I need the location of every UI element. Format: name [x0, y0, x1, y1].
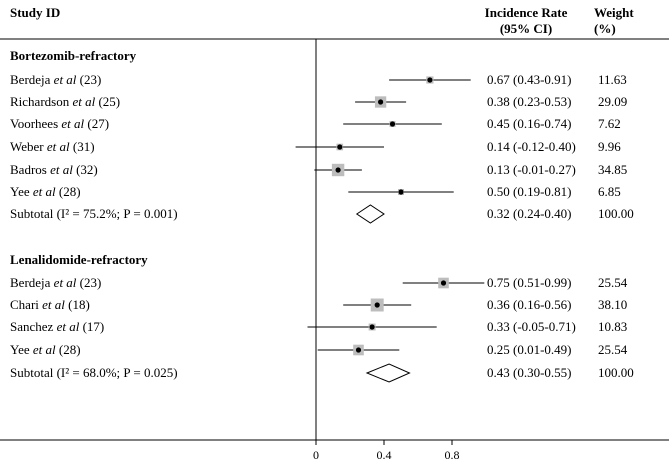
study-label: Voorhees et al (27) [10, 116, 109, 132]
point-estimate [369, 324, 375, 330]
study-ref: (27) [87, 116, 110, 131]
study-etal: et al [46, 139, 70, 154]
subtotal-ci-text: 0.32 (0.24-0.40) [487, 206, 572, 221]
study-weight: 6.85 [598, 184, 621, 199]
study-label: Weber et al (31) [10, 139, 95, 155]
subtotal-diamond [365, 363, 411, 383]
study-label: Berdeja et al (23) [10, 275, 101, 291]
study-etal: et al [56, 319, 80, 334]
study-weight: 7.62 [598, 116, 621, 131]
study-ref: (18) [68, 297, 90, 312]
study-author: Weber [10, 139, 44, 154]
study-etal: et al [42, 297, 65, 312]
study-ref: (25) [98, 94, 121, 109]
study-ci-text: 0.67 (0.43-0.91) [487, 72, 572, 87]
study-author: Richardson [10, 94, 70, 109]
point-estimate [374, 302, 380, 308]
study-author: Chari [10, 297, 39, 312]
study-ref: (23) [79, 72, 102, 87]
study-ref: (28) [58, 184, 81, 199]
study-ci-text: 0.25 (0.01-0.49) [487, 342, 572, 357]
study-etal: et al [32, 184, 56, 199]
study-ci-text: 0.36 (0.16-0.56) [487, 297, 572, 312]
x-tick-label: 0.4 [377, 448, 392, 462]
study-ci-text: 0.45 (0.16-0.74) [487, 116, 572, 131]
study-ci-text: 0.33 (-0.05-0.71) [487, 319, 576, 334]
study-etal: et al [72, 94, 96, 109]
ci-header: (95% CI) [499, 21, 553, 36]
study-ref: (23) [79, 275, 102, 290]
study-weight: 38.10 [598, 297, 628, 312]
weight-header: Weight [594, 5, 634, 20]
study-weight: 9.96 [598, 139, 621, 154]
x-tick-label: 0.8 [445, 448, 460, 462]
study-author: Voorhees [10, 116, 59, 131]
study-author: Yee [10, 342, 30, 357]
study-ci-text: 0.14 (-0.12-0.40) [487, 139, 576, 154]
study-ref: (31) [72, 139, 95, 154]
point-estimate [378, 99, 384, 105]
point-estimate [440, 280, 447, 286]
subtotal-weight: 100.00 [598, 206, 634, 221]
subtotal-ci-text: 0.43 (0.30-0.55) [487, 365, 572, 380]
incidence-rate-header: Incidence Rate [484, 5, 568, 20]
subtotal-label: Subtotal (I² = 68.0%; P = 0.025) [10, 365, 178, 380]
study-author: Sanchez [10, 319, 54, 334]
study-label: Yee et al (28) [10, 184, 81, 200]
point-estimate [389, 121, 396, 127]
study-label: Sanchez et al (17) [10, 319, 104, 335]
group-heading: Bortezomib-refractory [10, 48, 137, 63]
study-ci-text: 0.75 (0.51-0.99) [487, 275, 572, 290]
point-estimate [398, 189, 404, 195]
study-weight: 25.54 [598, 342, 628, 357]
subtotal-weight: 100.00 [598, 365, 634, 380]
study-etal: et al [61, 116, 85, 131]
study-author: Berdeja [10, 72, 51, 87]
study-weight: 25.54 [598, 275, 628, 290]
study-label: Richardson et al (25) [10, 94, 120, 110]
point-estimate [337, 144, 343, 150]
study-weight: 11.63 [598, 72, 627, 87]
study-id-header: Study ID [10, 5, 61, 20]
group-heading: Lenalidomide-refractory [10, 252, 148, 267]
study-weight: 10.83 [598, 319, 628, 334]
weight-unit-header: (%) [594, 21, 616, 36]
study-ref: (32) [76, 162, 98, 177]
study-weight: 34.85 [598, 162, 628, 177]
study-weight: 29.09 [598, 94, 628, 109]
study-author: Badros [10, 162, 47, 177]
study-author: Berdeja [10, 275, 51, 290]
point-estimate [355, 347, 362, 353]
study-ref: (28) [58, 342, 81, 357]
study-ref: (17) [82, 319, 105, 334]
study-etal: et al [53, 275, 77, 290]
subtotal-label: Subtotal (I² = 75.2%; P = 0.001) [10, 206, 178, 221]
x-tick-label: 0 [313, 448, 319, 462]
study-etal: et al [50, 162, 73, 177]
point-estimate [335, 167, 341, 173]
study-ci-text: 0.38 (0.23-0.53) [487, 94, 572, 109]
study-etal: et al [32, 342, 56, 357]
study-ci-text: 0.13 (-0.01-0.27) [487, 162, 576, 177]
study-etal: et al [53, 72, 77, 87]
subtotal-diamond [355, 204, 385, 224]
study-label: Berdeja et al (23) [10, 72, 101, 88]
study-label: Chari et al (18) [10, 297, 90, 313]
point-estimate [427, 77, 433, 83]
study-author: Yee [10, 184, 30, 199]
study-label: Badros et al (32) [10, 162, 98, 178]
study-label: Yee et al (28) [10, 342, 81, 358]
study-ci-text: 0.50 (0.19-0.81) [487, 184, 572, 199]
